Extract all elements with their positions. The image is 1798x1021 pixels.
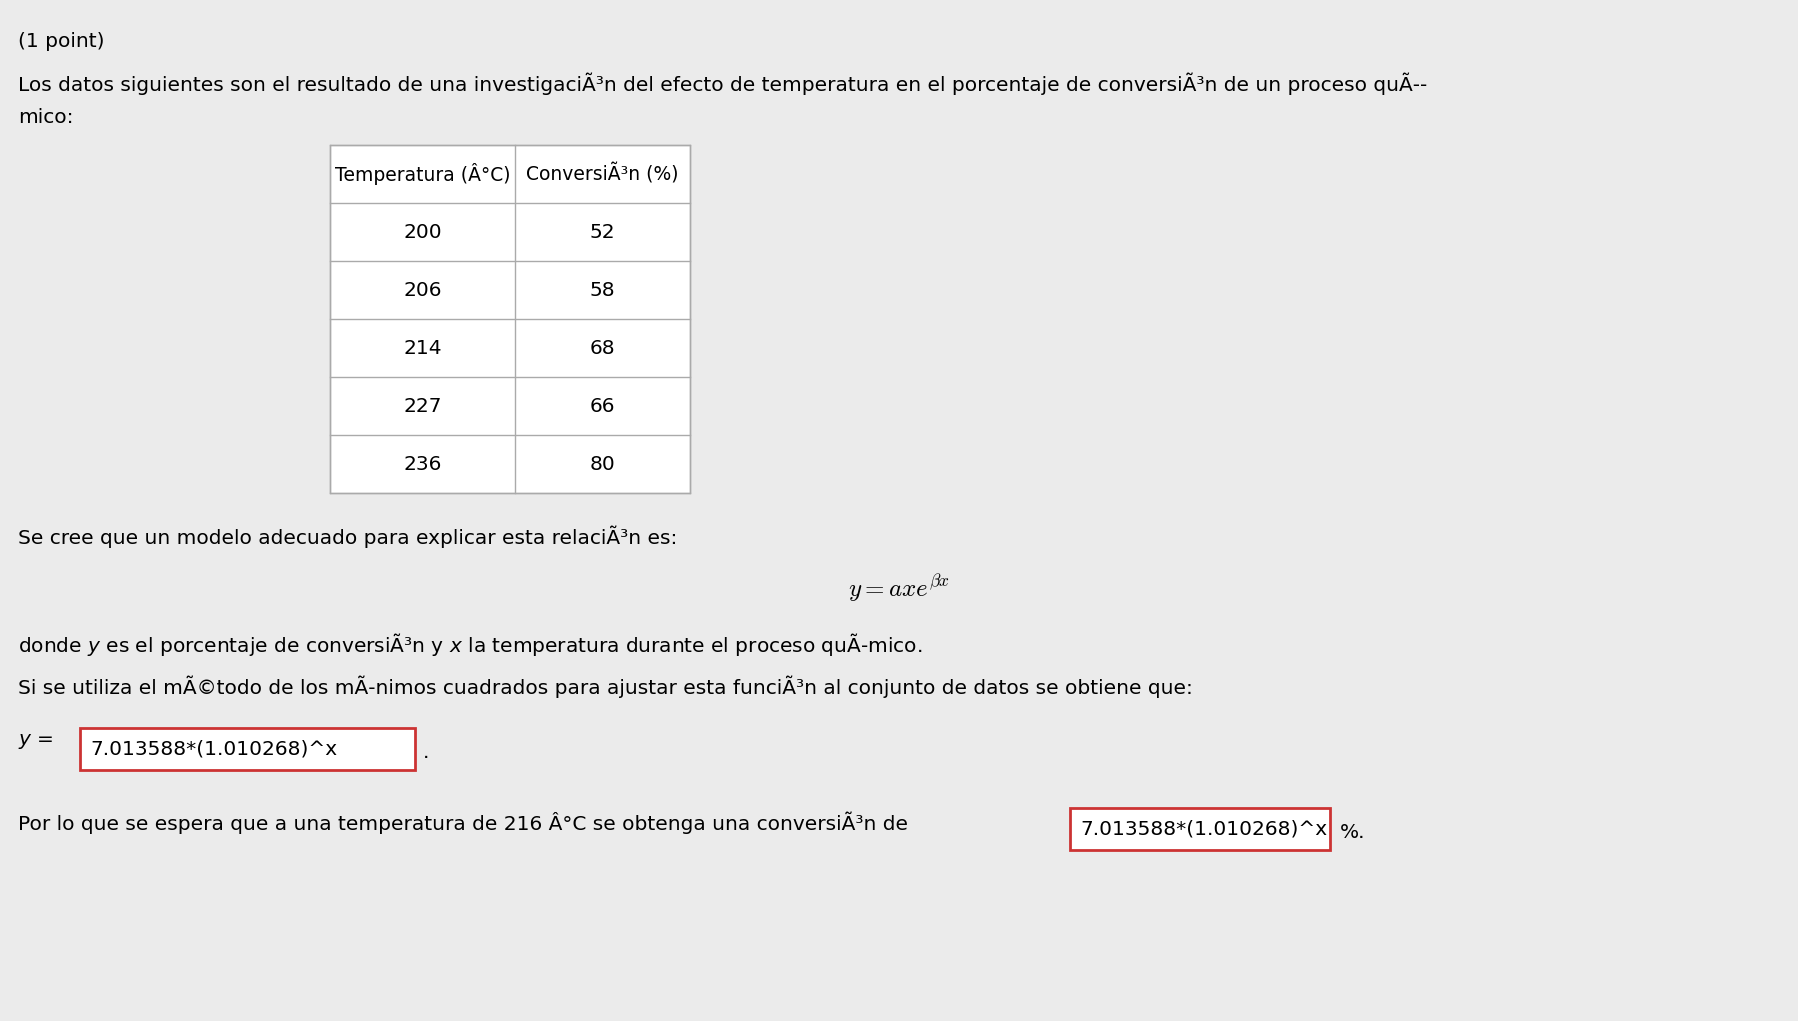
Text: 68: 68 (590, 339, 615, 357)
Text: 236: 236 (403, 454, 442, 474)
Text: %.: %. (1340, 824, 1365, 842)
Text: $y = axe^{\beta x}$: $y = axe^{\beta x}$ (849, 573, 949, 605)
Text: (1 point): (1 point) (18, 32, 104, 51)
Text: 214: 214 (403, 339, 442, 357)
Text: 52: 52 (590, 223, 615, 242)
Text: donde $y$ es el porcentaje de conversiÃ³n y $x$ la temperatura durante el proces: donde $y$ es el porcentaje de conversiÃ³… (18, 631, 922, 658)
Text: Se cree que un modelo adecuado para explicar esta relaciÃ³n es:: Se cree que un modelo adecuado para expl… (18, 525, 678, 547)
Text: 58: 58 (590, 281, 615, 299)
Text: $y$ =: $y$ = (18, 732, 54, 751)
Text: 80: 80 (590, 454, 615, 474)
Text: Temperatura (Â°C): Temperatura (Â°C) (334, 163, 511, 185)
Text: Por lo que se espera que a una temperatura de 216 Â°C se obtenga una conversiÃ³n: Por lo que se espera que a una temperatu… (18, 812, 908, 834)
Text: 206: 206 (403, 281, 442, 299)
Text: 7.013588*(1.010268)^x: 7.013588*(1.010268)^x (1079, 820, 1327, 838)
Text: 200: 200 (403, 223, 442, 242)
Text: .: . (423, 743, 430, 763)
FancyBboxPatch shape (79, 728, 415, 770)
FancyBboxPatch shape (1070, 808, 1329, 850)
Text: 66: 66 (590, 396, 615, 416)
Text: Los datos siguientes son el resultado de una investigaciÃ³n del efecto de temper: Los datos siguientes son el resultado de… (18, 72, 1426, 95)
Text: Si se utiliza el mÃ©todo de los mÃ­nimos cuadrados para ajustar esta funciÃ³n al: Si se utiliza el mÃ©todo de los mÃ­nimos… (18, 676, 1192, 698)
Bar (329, 145, 690, 493)
Text: ConversiÃ³n (%): ConversiÃ³n (%) (527, 163, 678, 185)
Text: 227: 227 (403, 396, 442, 416)
Text: 7.013588*(1.010268)^x: 7.013588*(1.010268)^x (90, 739, 336, 759)
Text: mico:: mico: (18, 108, 74, 127)
